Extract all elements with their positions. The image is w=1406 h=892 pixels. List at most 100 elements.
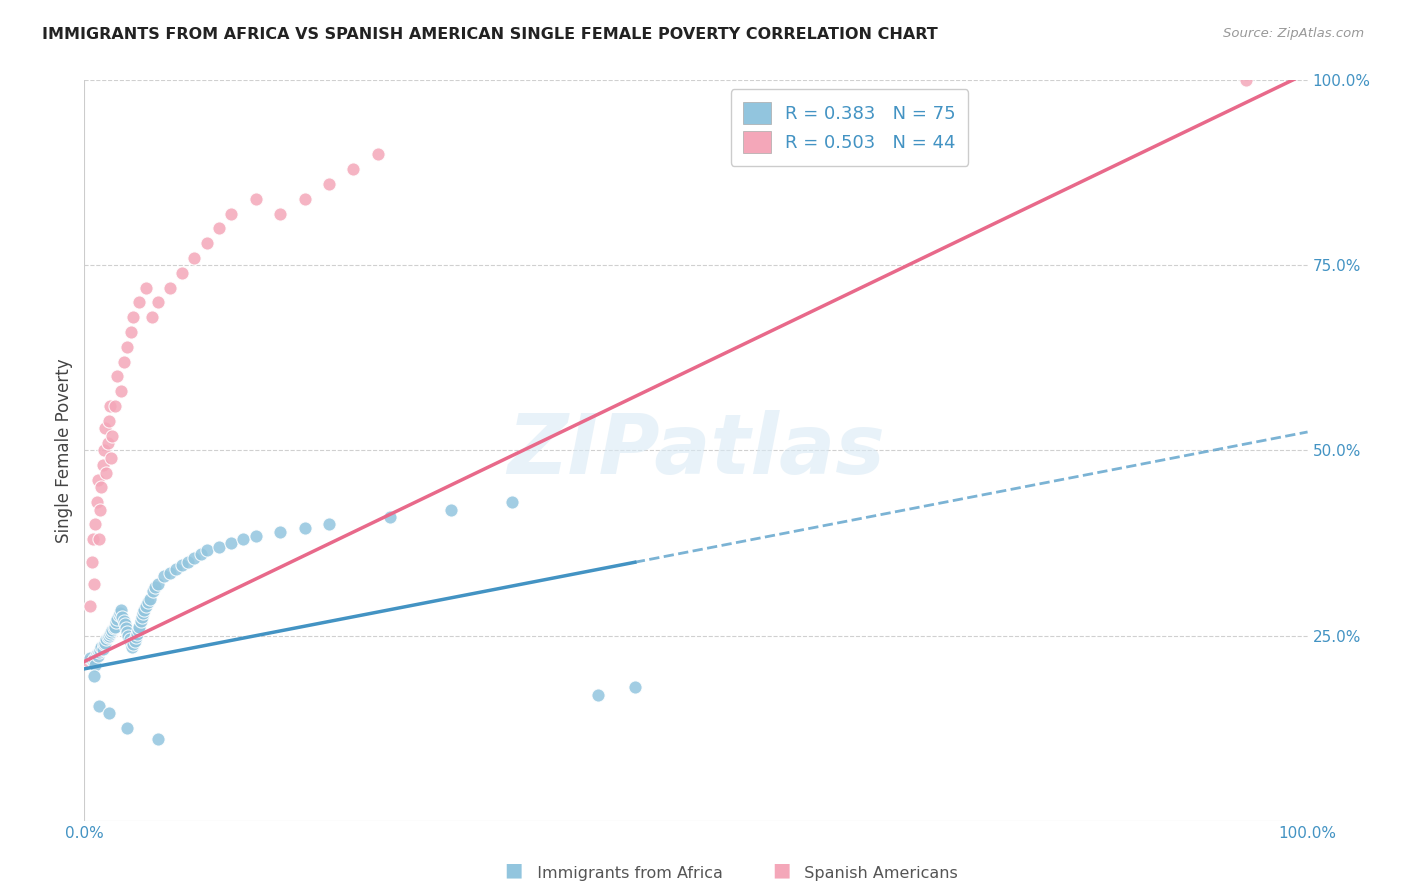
Point (101, 428, 124, 442)
Point (112, 354, 135, 368)
Point (90, 640, 112, 654)
Point (367, 147, 389, 161)
Point (1236, 73, 1258, 87)
Point (91, 641, 114, 656)
Point (129, 614, 152, 628)
Point (94, 421, 117, 435)
Legend: R = 0.383   N = 75, R = 0.503   N = 44: R = 0.383 N = 75, R = 0.503 N = 44 (731, 89, 969, 166)
Point (80, 555, 103, 569)
Point (97, 628, 120, 642)
Point (177, 555, 200, 569)
Point (79, 599, 101, 613)
Point (232, 533, 254, 547)
Point (120, 636, 142, 650)
Point (87, 533, 110, 547)
Point (87, 649, 110, 664)
Point (84, 517, 107, 532)
Point (115, 624, 138, 639)
Point (114, 617, 136, 632)
Point (440, 502, 463, 516)
Point (165, 562, 187, 576)
Point (87, 698, 110, 713)
Point (172, 266, 194, 280)
Point (245, 528, 267, 542)
Text: Spanish Americans: Spanish Americans (794, 866, 957, 881)
Point (84, 658, 107, 673)
Point (318, 517, 340, 532)
Point (104, 399, 127, 413)
Point (110, 602, 132, 616)
Point (96, 466, 118, 480)
Text: Source: ZipAtlas.com: Source: ZipAtlas.com (1223, 27, 1364, 40)
Point (135, 599, 157, 613)
Point (93, 637, 115, 651)
Point (83, 652, 105, 666)
Point (269, 206, 291, 220)
Point (89, 643, 111, 657)
Point (115, 621, 138, 635)
Point (269, 524, 291, 539)
Point (125, 627, 148, 641)
Point (105, 612, 128, 626)
Point (117, 628, 139, 642)
Point (219, 206, 242, 220)
Point (97, 706, 120, 721)
Point (146, 295, 169, 310)
Point (136, 595, 159, 609)
Point (132, 607, 155, 621)
Point (104, 620, 127, 634)
Point (183, 251, 205, 265)
Point (90, 480, 112, 494)
Point (111, 610, 134, 624)
Y-axis label: Single Female Poverty: Single Female Poverty (55, 359, 73, 542)
Point (128, 620, 150, 634)
Point (294, 521, 316, 535)
Point (82, 533, 104, 547)
Point (195, 236, 218, 251)
Point (172, 558, 194, 573)
Point (87, 473, 110, 487)
Point (139, 591, 162, 606)
Point (190, 547, 212, 561)
Point (103, 621, 125, 635)
Point (142, 584, 165, 599)
Point (342, 162, 364, 177)
Text: Immigrants from Africa: Immigrants from Africa (527, 866, 723, 881)
Point (100, 450, 122, 465)
Point (141, 310, 163, 325)
Point (94, 636, 117, 650)
Text: ZIPatlas: ZIPatlas (508, 410, 884, 491)
Point (624, 681, 647, 695)
Point (82, 655, 104, 669)
Point (121, 640, 143, 654)
Point (120, 325, 142, 339)
Point (98, 627, 121, 641)
Point (96, 632, 118, 647)
Point (105, 369, 128, 384)
Point (153, 569, 176, 583)
Point (97, 414, 120, 428)
Point (294, 192, 316, 206)
Point (143, 581, 166, 595)
Point (115, 340, 138, 354)
Point (110, 384, 132, 399)
Point (586, 688, 609, 702)
Point (195, 543, 218, 558)
Point (208, 221, 231, 235)
Point (83, 669, 105, 683)
Text: ■: ■ (505, 861, 523, 880)
Point (135, 280, 157, 294)
Point (86, 495, 108, 509)
Point (208, 540, 231, 554)
Point (93, 443, 115, 458)
Point (146, 732, 169, 747)
Point (159, 280, 181, 294)
Point (122, 310, 145, 325)
Point (97, 436, 120, 450)
Point (128, 295, 150, 310)
Point (159, 566, 181, 580)
Point (125, 630, 148, 644)
Point (101, 623, 124, 637)
Text: ■: ■ (772, 861, 790, 880)
Point (134, 602, 156, 616)
